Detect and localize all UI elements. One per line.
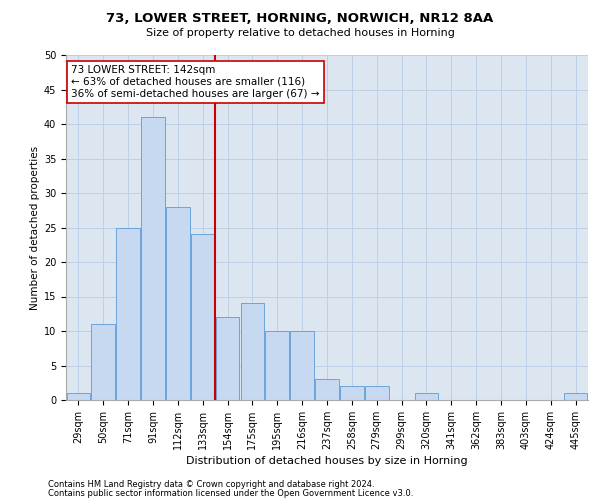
Bar <box>241 304 264 400</box>
Bar <box>315 380 339 400</box>
Bar <box>365 386 389 400</box>
Bar <box>91 324 115 400</box>
Bar <box>415 393 438 400</box>
Bar <box>564 393 587 400</box>
Text: Contains public sector information licensed under the Open Government Licence v3: Contains public sector information licen… <box>48 488 413 498</box>
Bar <box>340 386 364 400</box>
Bar <box>67 393 90 400</box>
Text: 73 LOWER STREET: 142sqm
← 63% of detached houses are smaller (116)
36% of semi-d: 73 LOWER STREET: 142sqm ← 63% of detache… <box>71 66 320 98</box>
Text: Size of property relative to detached houses in Horning: Size of property relative to detached ho… <box>146 28 454 38</box>
Text: 73, LOWER STREET, HORNING, NORWICH, NR12 8AA: 73, LOWER STREET, HORNING, NORWICH, NR12… <box>106 12 494 26</box>
X-axis label: Distribution of detached houses by size in Horning: Distribution of detached houses by size … <box>186 456 468 466</box>
Bar <box>116 228 140 400</box>
Bar <box>216 317 239 400</box>
Bar <box>141 117 165 400</box>
Bar <box>290 331 314 400</box>
Bar <box>265 331 289 400</box>
Bar <box>191 234 215 400</box>
Text: Contains HM Land Registry data © Crown copyright and database right 2024.: Contains HM Land Registry data © Crown c… <box>48 480 374 489</box>
Bar <box>166 207 190 400</box>
Y-axis label: Number of detached properties: Number of detached properties <box>29 146 40 310</box>
